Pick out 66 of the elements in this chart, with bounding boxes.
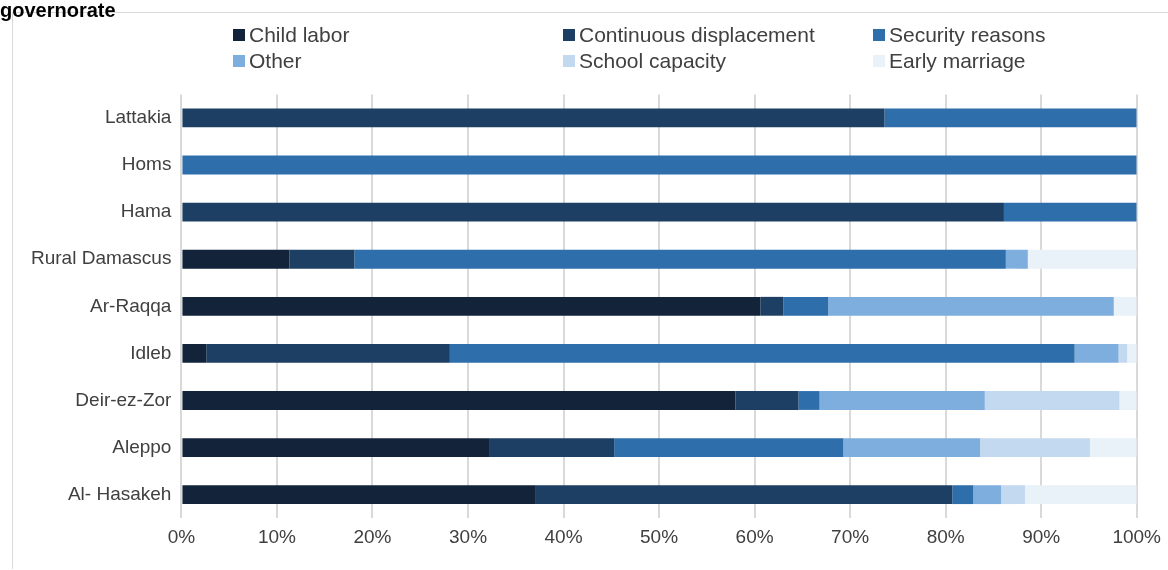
x-tick-label: 40% (544, 525, 583, 547)
bar (535, 485, 953, 505)
legend-label: Continuous displacement (579, 23, 815, 47)
bar (1113, 296, 1137, 316)
bar (182, 438, 490, 457)
bar (1024, 485, 1137, 505)
bar (289, 249, 355, 269)
bar (1005, 249, 1028, 269)
y-tick-label: Deir-ez-Zor (75, 388, 173, 410)
bar (735, 391, 799, 410)
x-tick-label: 0% (167, 525, 196, 547)
bar (980, 438, 1090, 457)
bar (760, 296, 784, 316)
x-tick-label: 80% (926, 525, 965, 547)
y-tick-label: Ar-Raqqa (90, 294, 172, 316)
bar (952, 485, 974, 505)
x-tick-label: 20% (353, 525, 392, 547)
bar (819, 391, 985, 410)
bar (182, 343, 207, 363)
x-tick-label: 10% (257, 525, 297, 547)
y-tick-label: Al- Hasakeh (67, 482, 172, 504)
x-tick-label: 30% (449, 525, 488, 547)
bar (843, 438, 981, 457)
bar (182, 391, 736, 410)
bar (1027, 249, 1137, 269)
chart-title: governorate (0, 0, 117, 21)
legend-label: Other (249, 49, 302, 73)
bar (182, 202, 1004, 222)
legend-label: Child labor (249, 23, 350, 47)
bar (1089, 438, 1137, 457)
bar (182, 155, 1137, 175)
x-tick-label: 60% (735, 525, 774, 547)
bar (1001, 485, 1025, 505)
y-tick-label: Rural Damascus (30, 247, 172, 269)
bar (828, 296, 1114, 316)
legend-label: Security reasons (889, 23, 1046, 47)
y-tick-label: Homs (121, 153, 172, 175)
x-tick-label: 70% (831, 525, 870, 547)
bar (1118, 343, 1128, 363)
bar (206, 343, 450, 363)
y-tick-label: Hama (120, 200, 172, 222)
bar (614, 438, 844, 457)
y-tick-label: Idleb (130, 341, 172, 363)
x-tick-label: 100% (1112, 525, 1162, 547)
bar (1074, 343, 1119, 363)
bar (884, 108, 1137, 128)
bar (182, 108, 885, 128)
legend-label: Early marriage (889, 49, 1026, 73)
y-tick-label: Lattakia (104, 106, 172, 128)
bar (798, 391, 820, 410)
bar (973, 485, 1002, 505)
bar (984, 391, 1120, 410)
bar (1119, 391, 1137, 410)
bar (489, 438, 615, 457)
x-tick-label: 50% (640, 525, 679, 547)
y-tick-label: Aleppo (112, 435, 172, 457)
bar (182, 485, 536, 505)
bar (354, 249, 1006, 269)
bar (1003, 202, 1137, 222)
bar (182, 249, 290, 269)
legend-label: School capacity (579, 49, 727, 73)
bar (449, 343, 1075, 363)
bar (182, 296, 761, 316)
bar (1127, 343, 1137, 363)
x-tick-label: 90% (1022, 525, 1061, 547)
bar (783, 296, 829, 316)
